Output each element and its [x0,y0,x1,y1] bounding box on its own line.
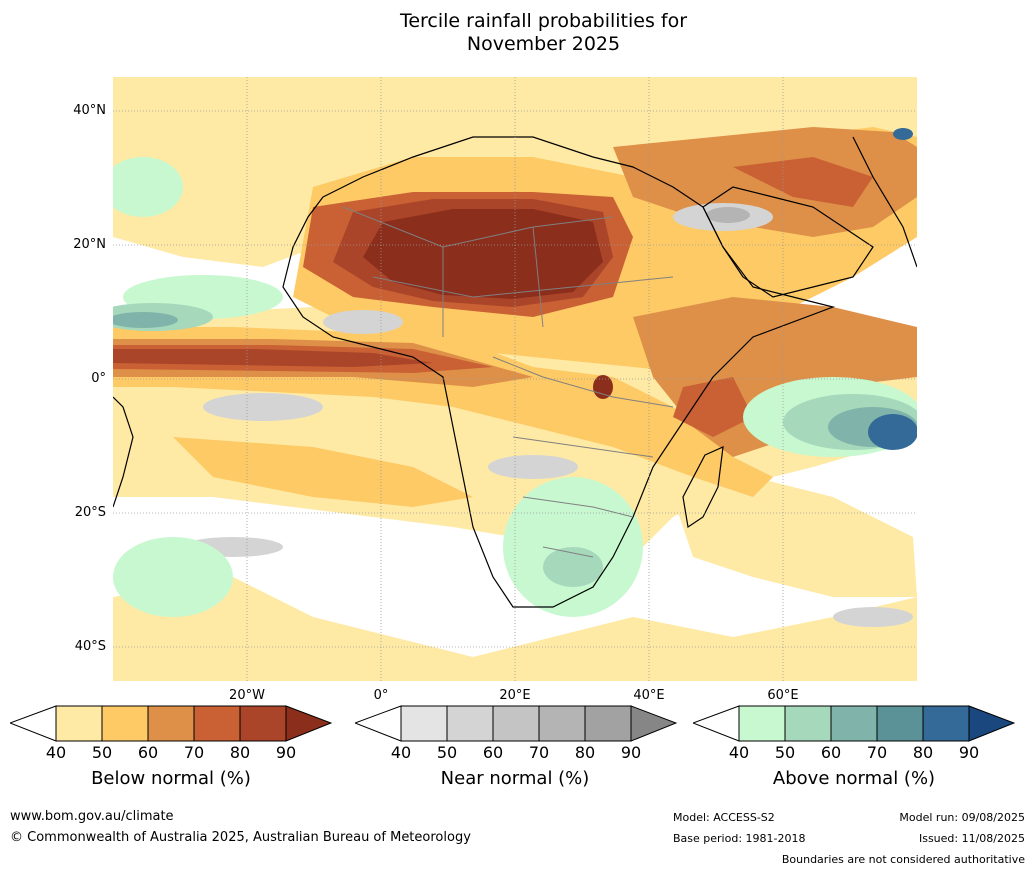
near-normal-dark [706,207,750,223]
lon-label-60e: 60°E [767,688,799,703]
country-borders [342,206,674,558]
footer-copyright: © Commonwealth of Australia 2025, Austra… [10,830,471,845]
cbar-near-seg-2 [446,705,494,742]
cbar-below-title: Below normal (%) [91,768,251,789]
gridlines [113,77,917,681]
chart-title: Tercile rainfall probabilities for Novem… [0,10,1035,56]
footer-model: Model: ACCESS-S2 [673,811,775,824]
cbar-above-seg-4 [876,705,924,742]
cbar-near-tick: 40 [390,743,412,762]
cbar-above-title: Above normal (%) [772,768,936,789]
cbar-below-seg-3 [147,705,195,742]
footer-disclaimer: Boundaries are not considered authoritat… [781,853,1025,866]
cbar-below-tick: 60 [137,743,159,762]
lat-label-40n: 40°N [73,103,106,118]
colorbar-above-normal [693,705,1015,742]
cbar-above-seg-2 [784,705,832,742]
lat-label-0: 0° [91,371,106,386]
cbar-near-title: Near normal (%) [440,768,590,789]
cbar-near-seg-6 [630,705,677,742]
lat-label-40s: 40°S [74,639,106,654]
cbar-below-tick: 70 [183,743,205,762]
cbar-above-tick: 70 [866,743,888,762]
cbar-near-seg-5 [584,705,632,742]
cbar-below-seg-1 [55,705,103,742]
rainfall-map [113,77,917,681]
lon-label-40e: 40°E [633,688,665,703]
title-line-1: Tercile rainfall probabilities for [399,10,688,32]
above-normal-80 [868,128,917,450]
cbar-below-tick: 40 [45,743,67,762]
cbar-above-tick: 60 [820,743,842,762]
colorbar-near-normal [355,705,677,742]
cbar-above-tick: 90 [958,743,980,762]
footer-website: www.bom.gov.au/climate [10,809,174,824]
colorbar-below-normal [10,705,332,742]
footer-model-run: Model run: 09/08/2025 [899,811,1025,824]
cbar-below-seg-4 [193,705,241,742]
cbar-below-tick: 50 [91,743,113,762]
cbar-above-seg-6 [968,705,1015,742]
cbar-below-seg-5 [239,705,287,742]
cbar-below-seg-6 [285,705,332,742]
cbar-below-seg-2 [101,705,149,742]
lat-label-20n: 20°N [73,237,106,252]
cbar-near-seg-4 [538,705,586,742]
footer-base-period: Base period: 1981-2018 [673,832,806,845]
lon-label-20w: 20°W [229,688,265,703]
lon-label-20e: 20°E [499,688,531,703]
cbar-above-seg-3 [830,705,878,742]
cbar-near-tick: 90 [620,743,642,762]
footer-issued: Issued: 11/08/2025 [918,832,1025,845]
cbar-near-tick: 60 [482,743,504,762]
lat-label-20s: 20°S [74,505,106,520]
cbar-above-seg-1 [738,705,786,742]
cbar-near-tick: 50 [436,743,458,762]
cbar-above-tick: 50 [774,743,796,762]
cbar-above-seg-0 [693,705,740,742]
cbar-above-tick: 40 [728,743,750,762]
cbar-below-seg-0 [10,705,57,742]
cbar-near-seg-0 [355,705,402,742]
cbar-above-seg-5 [922,705,970,742]
cbar-above-tick: 80 [912,743,934,762]
title-line-2: November 2025 [466,33,621,55]
lon-label-0: 0° [373,688,389,703]
cbar-near-tick: 70 [528,743,550,762]
cbar-near-tick: 80 [574,743,596,762]
cbar-near-seg-1 [400,705,448,742]
cbar-below-tick: 90 [275,743,297,762]
cbar-near-seg-3 [492,705,540,742]
cbar-below-tick: 80 [229,743,251,762]
map-canvas [113,77,917,681]
